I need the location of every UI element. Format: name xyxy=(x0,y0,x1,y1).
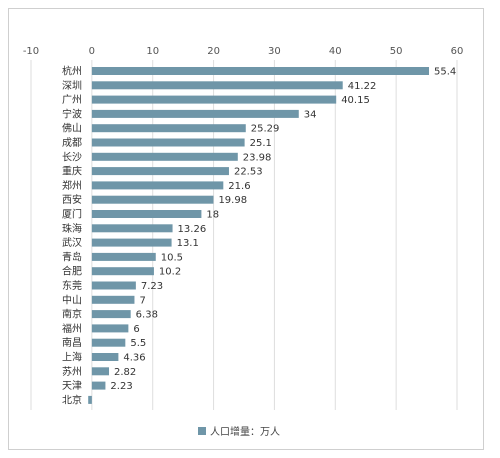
category-label: 郑州 xyxy=(62,179,82,192)
bar xyxy=(91,167,229,176)
category-label: 天津 xyxy=(62,380,82,392)
legend-label: 人口增量：万人 xyxy=(210,425,280,438)
value-label: 10.5 xyxy=(161,252,183,263)
category-label: 上海 xyxy=(62,351,82,364)
value-label: 2.82 xyxy=(114,367,136,378)
bar xyxy=(91,252,156,261)
value-label: 6.38 xyxy=(136,310,158,321)
x-tick-label: 60 xyxy=(451,46,464,57)
value-labels: 55.4 41.22 40.15 34 25.29 25.1 23.98 22.53 21.6 1… xyxy=(110,67,456,393)
category-label: 合肥 xyxy=(62,265,82,278)
category-label: 杭州 xyxy=(62,65,82,78)
category-label: 南昌 xyxy=(62,336,82,349)
value-label: 7.23 xyxy=(141,281,163,292)
bar xyxy=(91,138,245,147)
category-label: 武汉 xyxy=(62,236,82,249)
bar xyxy=(91,295,135,304)
bar xyxy=(91,224,173,233)
x-tick-label: 50 xyxy=(390,46,403,57)
x-tick-label: 40 xyxy=(329,46,342,57)
bar xyxy=(91,353,119,361)
legend: 人口增量：万人 xyxy=(198,425,280,438)
category-label: 青岛 xyxy=(62,250,82,263)
bar xyxy=(91,267,154,276)
value-label: 21.6 xyxy=(228,181,250,192)
bar xyxy=(91,181,224,190)
category-label: 佛山 xyxy=(62,122,82,135)
category-label: 南京 xyxy=(62,308,82,321)
x-tick-label: 30 xyxy=(268,46,281,57)
category-label: 成都 xyxy=(62,137,82,149)
bars xyxy=(88,67,430,404)
bar xyxy=(91,381,106,390)
value-label: 18 xyxy=(206,210,219,221)
category-label: 广州 xyxy=(62,94,82,106)
x-tick-label: -10 xyxy=(23,46,39,57)
category-label: 苏州 xyxy=(62,365,82,378)
bar xyxy=(91,338,126,347)
bar xyxy=(91,195,214,204)
bar xyxy=(91,210,202,218)
bar xyxy=(91,67,430,75)
bar xyxy=(91,95,337,104)
value-label: 13.1 xyxy=(177,238,199,249)
legend-swatch xyxy=(198,427,206,435)
value-label: 6 xyxy=(133,324,139,335)
category-label: 宁波 xyxy=(62,107,82,120)
bar xyxy=(91,152,238,161)
value-label: 23.98 xyxy=(243,152,272,163)
value-label: 5.5 xyxy=(130,338,146,349)
value-label: 25.29 xyxy=(251,124,280,135)
value-label: 22.53 xyxy=(234,167,263,178)
category-label: 北京 xyxy=(62,393,82,406)
x-tick-labels: -10 0 10 20 30 40 50 60 xyxy=(23,46,464,57)
bar xyxy=(91,367,110,376)
category-label: 中山 xyxy=(62,293,82,306)
category-label: 厦门 xyxy=(62,208,82,221)
category-label: 长沙 xyxy=(62,151,82,163)
value-label: 2.23 xyxy=(110,381,132,392)
value-label: 4.36 xyxy=(123,353,145,364)
category-label: 珠海 xyxy=(62,222,82,235)
grid-layer xyxy=(30,60,458,410)
bar xyxy=(88,395,92,404)
category-labels: 杭州深圳广州宁波佛山成都长沙重庆郑州西安厦门珠海武汉青岛合肥东莞中山南京福州南昌… xyxy=(62,65,82,407)
bar xyxy=(91,109,299,118)
bar xyxy=(91,310,131,319)
value-label: 41.22 xyxy=(348,81,377,92)
category-label: 东莞 xyxy=(62,279,82,292)
category-label: 重庆 xyxy=(62,165,82,178)
x-tick-label: 20 xyxy=(207,46,220,57)
bar xyxy=(91,281,136,290)
x-tick-label: 10 xyxy=(146,46,159,57)
value-label: 19.98 xyxy=(218,195,247,206)
bar xyxy=(91,324,129,333)
category-label: 深圳 xyxy=(62,80,82,92)
category-label: 福州 xyxy=(62,322,82,335)
bar xyxy=(91,238,172,247)
value-label: 7 xyxy=(139,295,145,306)
value-label: 13.26 xyxy=(178,224,207,235)
bar xyxy=(91,81,343,90)
x-tick-label: 0 xyxy=(89,46,95,57)
bar xyxy=(91,124,246,133)
value-label: 25.1 xyxy=(250,138,272,149)
category-label: 西安 xyxy=(62,193,82,206)
value-label: 34 xyxy=(304,109,317,120)
value-label: 55.4 xyxy=(434,67,456,78)
value-label: 10.2 xyxy=(159,267,181,278)
value-label: 40.15 xyxy=(341,95,370,106)
